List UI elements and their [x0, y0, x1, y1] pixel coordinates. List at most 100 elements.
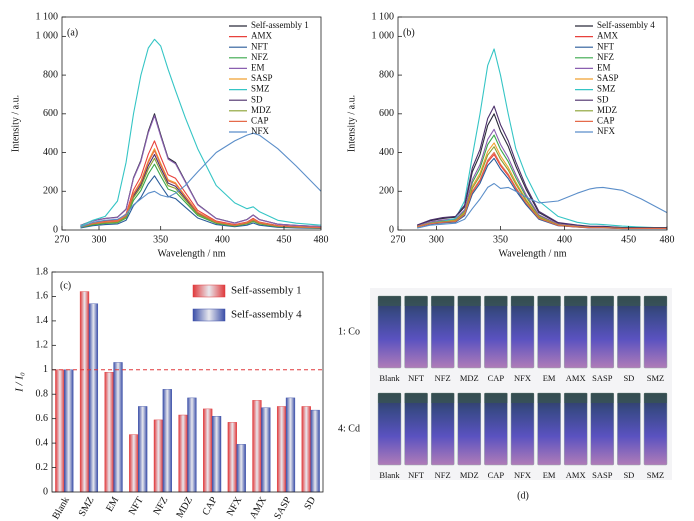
x-tick-label: AMX	[248, 494, 270, 520]
vial-cap	[457, 296, 481, 306]
bar	[153, 419, 164, 493]
vial-cap	[431, 393, 455, 403]
bar	[227, 422, 237, 493]
bar	[236, 444, 246, 493]
spectrum-line	[80, 38, 321, 227]
vial	[537, 295, 561, 369]
vial-label: MDZ	[460, 470, 479, 480]
spectrum-line	[417, 142, 667, 229]
vial-cap	[590, 393, 614, 403]
vial-cap	[617, 393, 641, 403]
vial	[510, 392, 535, 466]
x-tick-label: SD	[302, 495, 318, 512]
vial-label: MDZ	[460, 373, 479, 383]
vial-cap	[378, 296, 401, 306]
x-tick-label: NFX	[225, 494, 245, 517]
axes-frame	[51, 271, 324, 493]
y-tick-label: 0.2	[36, 462, 49, 473]
vial	[377, 392, 402, 466]
legend-label: NFX	[597, 126, 616, 136]
legend-swatch	[192, 284, 226, 298]
y-axis-label: I / I₀	[14, 372, 26, 393]
vial	[617, 295, 641, 369]
vial-label: SMZ	[647, 470, 664, 480]
x-tick-label: 350	[493, 234, 508, 245]
vial-label: CAP	[488, 470, 505, 480]
legend-label: NFT	[251, 41, 269, 51]
spectrum-line	[417, 48, 667, 229]
legend-label: CAP	[251, 115, 269, 125]
vial	[430, 392, 455, 466]
bar	[79, 291, 90, 493]
vial-cap	[511, 393, 534, 403]
vial-label: NFT	[408, 470, 425, 480]
vial-label: SD	[623, 470, 634, 480]
bar	[138, 406, 148, 493]
bar	[276, 406, 287, 493]
x-tick-label: 300	[429, 234, 444, 245]
bar	[301, 406, 311, 493]
vial	[484, 295, 508, 369]
vial-label: Blank	[379, 470, 400, 480]
vial-label: NFT	[408, 373, 425, 383]
y-tick-label: 200	[43, 186, 58, 197]
vial-cap	[537, 296, 561, 306]
row-label: 1: Co	[338, 326, 360, 337]
x-tick-label: NFZ	[151, 495, 170, 517]
x-tick-label: 270	[55, 234, 70, 245]
y-tick-label: 400	[379, 147, 394, 158]
spectrum-line	[80, 150, 321, 229]
bar	[129, 434, 139, 493]
bar	[104, 372, 114, 493]
x-tick-label: 450	[277, 234, 292, 245]
spectrum-line	[417, 182, 667, 229]
y-tick-label: 0	[53, 224, 58, 235]
axes-frame	[61, 16, 322, 231]
vial-cap	[457, 393, 481, 403]
x-tick-label: SASP	[272, 495, 294, 521]
y-tick-label: 0.8	[36, 389, 49, 400]
legend-label: AMX	[251, 31, 273, 41]
bar	[187, 397, 197, 493]
panel-label: (a)	[67, 27, 78, 38]
legend-label: SASP	[251, 73, 273, 83]
legend-label: SD	[597, 94, 609, 104]
x-tick-label: 480	[660, 234, 675, 245]
bar	[261, 407, 271, 493]
x-tick-label: 400	[215, 234, 230, 245]
vial-cap	[378, 393, 401, 403]
legend-swatch	[192, 308, 226, 322]
x-tick-label: MDZ	[174, 495, 195, 520]
y-tick-label: 200	[379, 186, 394, 197]
vial	[537, 392, 561, 466]
y-tick-label: 1	[43, 364, 48, 375]
legend-label: Self-assembly 1	[231, 285, 302, 297]
y-axis-label: Intensity / a.u.	[10, 95, 21, 152]
legend-label: Self-assembly 4	[597, 20, 655, 30]
vial-label: NFX	[514, 470, 531, 480]
y-tick-label: 0	[389, 224, 394, 235]
spectrum-line	[417, 113, 667, 229]
vial	[510, 295, 535, 369]
legend-label: CAP	[597, 115, 615, 125]
legend-label: Self-assembly 1	[251, 20, 309, 30]
x-tick-label: Blank	[50, 495, 71, 521]
y-tick-label: 1 000	[372, 31, 395, 42]
bar	[64, 369, 74, 493]
x-axis-label: Wavelength / nm	[157, 248, 225, 259]
bar	[252, 400, 262, 493]
vial	[377, 295, 402, 369]
vial-label: SMZ	[647, 373, 664, 383]
y-tick-label: 0.4	[36, 437, 49, 448]
y-axis-label: Intensity / a.u.	[346, 95, 357, 152]
bar	[310, 409, 320, 493]
vial-label: NFZ	[435, 470, 451, 480]
legend-label: EM	[597, 62, 611, 72]
x-tick-label: SMZ	[77, 495, 97, 518]
vial	[404, 392, 428, 466]
vial-cap	[537, 393, 561, 403]
vial-label: AMX	[566, 373, 586, 383]
vial	[457, 392, 482, 466]
spectrum-line	[80, 157, 321, 229]
